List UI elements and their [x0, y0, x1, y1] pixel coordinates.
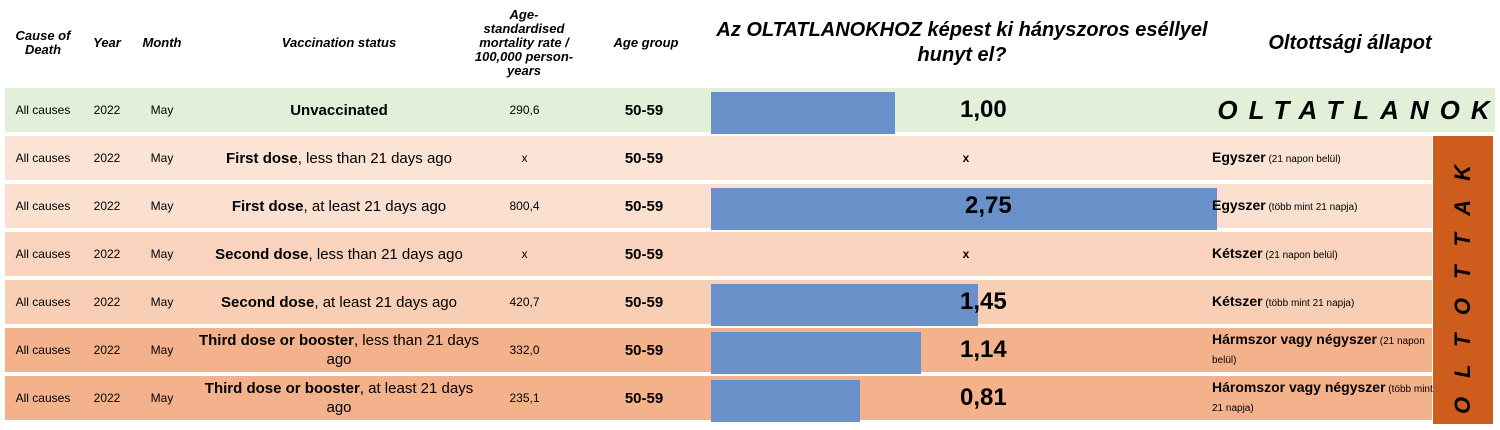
- rate-cell: 420,7: [509, 295, 540, 309]
- vax-status-cell: Second dose, at least 21 days ago: [221, 293, 457, 311]
- header-vax-status: Vaccination status: [281, 35, 397, 50]
- cause-cell: All causes: [15, 199, 71, 213]
- year-cell: 2022: [93, 199, 121, 213]
- ratio-bar: [711, 332, 921, 374]
- header-status-title: Oltottsági állapot: [1268, 31, 1432, 54]
- status-cell: Kétszer (több mint 21 napja): [1212, 292, 1355, 309]
- ratio-bar: [711, 92, 895, 134]
- rate-cell: 290,6: [509, 103, 540, 117]
- table-row: All causes 2022 May Third dose or booster, …: [5, 328, 1432, 374]
- table-row: All causes 2022 May Unvaccinated 290,6 50-59 1…: [5, 88, 1495, 134]
- vax-status-cell: Unvaccinated: [290, 101, 388, 119]
- unvaccinated-group-label: OLTATLANOK: [1217, 94, 1500, 125]
- month-cell: May: [150, 247, 174, 261]
- status-cell: Egyszer (21 napon belül): [1212, 148, 1341, 165]
- header-cause: Cause of Death: [15, 28, 71, 57]
- rate-cell: 800,4: [509, 199, 540, 213]
- rate-cell: x: [521, 247, 528, 261]
- cause-cell: All causes: [15, 103, 71, 117]
- ratio-value: 1,14: [960, 336, 1007, 363]
- year-cell: 2022: [93, 295, 121, 309]
- year-cell: 2022: [93, 343, 121, 357]
- ratio-bar: [711, 284, 978, 326]
- month-cell: May: [150, 151, 174, 165]
- cause-cell: All causes: [15, 247, 71, 261]
- table-row: All causes 2022 May Second dose, at least 2…: [5, 280, 1432, 326]
- header-ratio-title: Az OLTATLANOKHOZ képest ki hányszoros es…: [716, 19, 1208, 66]
- vaccinated-group-label: OLTOTTAK: [1433, 136, 1493, 424]
- year-cell: 2022: [93, 151, 121, 165]
- month-cell: May: [150, 343, 174, 357]
- month-cell: May: [150, 199, 174, 213]
- ratio-bar: [711, 188, 1217, 230]
- ratio-value: 1,45: [960, 288, 1007, 315]
- age-group-cell: 50-59: [624, 101, 664, 119]
- ratio-value: 2,75: [965, 192, 1012, 219]
- header-age-group: Age group: [613, 35, 679, 50]
- age-group-cell: 50-59: [624, 149, 664, 167]
- vax-status-cell: First dose, at least 21 days ago: [231, 197, 447, 215]
- ratio-value: 0,81: [960, 384, 1007, 411]
- rate-cell: x: [521, 151, 528, 165]
- vax-status-cell: Third dose or booster, at least 21 days …: [204, 380, 474, 416]
- status-cell: Hármszor vagy négyszer (21 napon belül): [1212, 331, 1425, 366]
- age-group-cell: 50-59: [624, 293, 664, 311]
- age-group-cell: 50-59: [624, 245, 664, 263]
- rate-cell: 235,1: [509, 391, 540, 405]
- month-cell: May: [150, 103, 174, 117]
- ratio-value: 1,00: [960, 96, 1007, 123]
- header-year: Year: [93, 35, 121, 50]
- status-cell: Háromszor vagy négyszer (több mint 21 na…: [1212, 379, 1433, 414]
- status-cell: Kétszer (21 napon belül): [1212, 244, 1338, 261]
- year-cell: 2022: [93, 391, 121, 405]
- header-month: Month: [142, 35, 182, 50]
- year-cell: 2022: [93, 103, 121, 117]
- age-group-cell: 50-59: [624, 389, 664, 407]
- table-row: All causes 2022 May Third dose or booster, …: [5, 376, 1433, 422]
- age-group-cell: 50-59: [624, 197, 664, 215]
- age-group-cell: 50-59: [624, 341, 664, 359]
- cause-cell: All causes: [15, 151, 71, 165]
- ratio-bar: [711, 380, 860, 422]
- ratio-value: x: [962, 151, 970, 165]
- table-row: All causes 2022 May First dose, less than 2…: [5, 136, 1432, 182]
- year-cell: 2022: [93, 247, 121, 261]
- cause-cell: All causes: [15, 343, 71, 357]
- table-row: All causes 2022 May Second dose, less than …: [5, 232, 1432, 278]
- table-row: All causes 2022 May First dose, at least 21…: [5, 184, 1432, 230]
- status-cell: Egyszer (több mint 21 napja): [1212, 196, 1358, 213]
- month-cell: May: [150, 295, 174, 309]
- vax-status-cell: First dose, less than 21 days ago: [226, 149, 452, 167]
- rate-cell: 332,0: [509, 343, 540, 357]
- cause-cell: All causes: [15, 295, 71, 309]
- header-rate: Age-standardised mortality rate / 100,00…: [474, 7, 574, 78]
- cause-cell: All causes: [15, 391, 71, 405]
- ratio-value: x: [962, 247, 970, 261]
- month-cell: May: [150, 391, 174, 405]
- vax-status-cell: Third dose or booster, less than 21 days…: [198, 332, 480, 368]
- vax-status-cell: Second dose, less than 21 days ago: [215, 245, 463, 263]
